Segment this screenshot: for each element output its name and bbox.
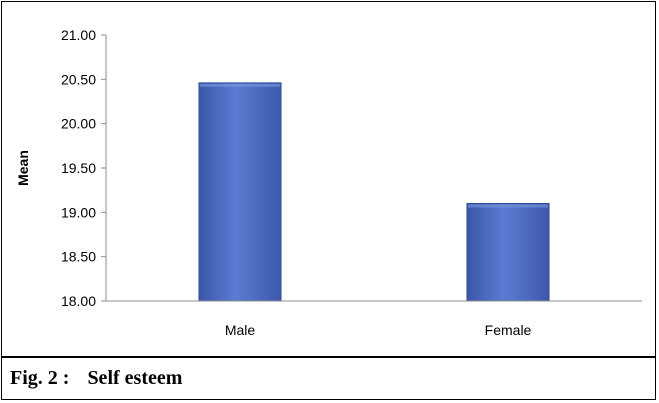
bar-highlight: [200, 83, 280, 87]
bar-female: [466, 202, 550, 302]
figure-caption: Fig. 2 : Self esteem: [10, 367, 182, 390]
x-axis: Male Female: [106, 300, 642, 338]
y-tick-label: 18.00: [61, 293, 96, 309]
y-tick-label: 19.50: [61, 160, 96, 176]
y-axis: 18.00 18.50 19.00 19.50 20.00 20.50 21.00: [61, 27, 107, 309]
caption-label: Fig. 2 :: [10, 367, 70, 389]
y-axis-title: Mean: [15, 150, 31, 186]
bar-chart: 18.00 18.50 19.00 19.50 20.00 20.50 21.00 Male…: [15, 27, 642, 338]
x-tick-label: Male: [225, 322, 256, 338]
bar-male: [198, 82, 282, 302]
y-tick-label: 21.00: [61, 27, 96, 43]
y-tick-label: 18.50: [61, 249, 96, 265]
x-tick-label: Female: [485, 322, 532, 338]
y-tick-label: 20.00: [61, 116, 96, 132]
chart-area: 18.00 18.50 19.00 19.50 20.00 20.50 21.00 Male…: [2, 2, 655, 358]
y-tick-label: 20.50: [61, 71, 96, 87]
caption-text: Self esteem: [87, 367, 183, 389]
bar-highlight: [468, 204, 548, 208]
bars: [198, 82, 550, 302]
y-tick-label: 19.00: [61, 204, 96, 220]
